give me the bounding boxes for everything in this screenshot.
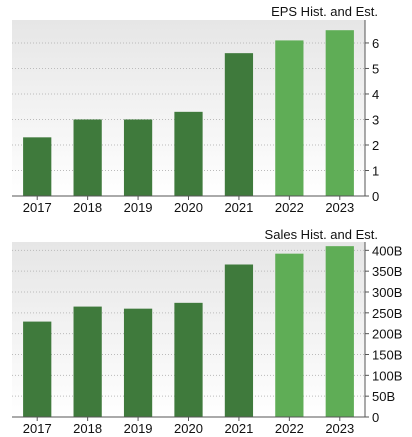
x-tick-label: 2021 bbox=[224, 200, 253, 215]
x-tick-label: 2017 bbox=[23, 421, 52, 436]
y-tick-label: 100B bbox=[372, 368, 402, 383]
y-tick-label: 4 bbox=[372, 87, 379, 102]
x-tick-label: 2018 bbox=[73, 200, 102, 215]
y-tick-label: 250B bbox=[372, 306, 402, 321]
eps-chart: EPS Hist. and Est. 0 1 2 3 4 5 6 2017 2018 2019 20… bbox=[0, 0, 412, 218]
y-tick-label: 3 bbox=[372, 112, 379, 127]
bar-2021 bbox=[224, 53, 254, 196]
y-tick-label: 0 bbox=[372, 189, 379, 204]
y-tick-label: 400B bbox=[372, 243, 402, 258]
x-tick-label: 2018 bbox=[73, 421, 102, 436]
x-tick-label: 2023 bbox=[325, 200, 354, 215]
y-tick-label: 2 bbox=[372, 138, 379, 153]
bar-2018 bbox=[73, 119, 102, 196]
bar-2017 bbox=[23, 321, 52, 417]
y-tick-label: 5 bbox=[372, 61, 379, 76]
bar-2023 bbox=[325, 246, 354, 417]
chart-title: Sales Hist. and Est. bbox=[264, 227, 378, 242]
y-tick-label: 300B bbox=[372, 285, 402, 300]
bar-2019 bbox=[123, 119, 153, 196]
chart-title: EPS Hist. and Est. bbox=[271, 4, 378, 19]
y-tick-label: 6 bbox=[372, 36, 379, 51]
bar-2017 bbox=[23, 137, 52, 196]
x-tick-label: 2022 bbox=[275, 200, 304, 215]
bar-2020 bbox=[174, 111, 203, 196]
bar-2019 bbox=[123, 308, 153, 417]
x-tick-label: 2023 bbox=[325, 421, 354, 436]
sales-chart: Sales Hist. and Est. 0 50B 100B 150B 200B 250… bbox=[0, 222, 412, 437]
x-tick-label: 2019 bbox=[124, 421, 153, 436]
bar-2020 bbox=[174, 302, 203, 417]
bar-2018 bbox=[73, 306, 102, 417]
y-tick-label: 350B bbox=[372, 264, 402, 279]
x-tick-label: 2021 bbox=[224, 421, 253, 436]
bar-2022 bbox=[275, 253, 304, 417]
y-tick-label: 150B bbox=[372, 348, 402, 363]
y-tick-label: 200B bbox=[372, 327, 402, 342]
bar-2023 bbox=[325, 30, 354, 197]
x-tick-label: 2020 bbox=[174, 200, 203, 215]
eps-chart-svg: 0 1 2 3 4 5 6 2017 2018 2019 2020 2021 2022 2023 bbox=[12, 20, 379, 215]
y-tick-label: 0 bbox=[372, 410, 379, 425]
bar-2022 bbox=[275, 40, 304, 197]
y-tick-label: 50B bbox=[372, 389, 395, 404]
sales-chart-svg: 0 50B 100B 150B 200B 250B 300B 350B 400B 2017 2018… bbox=[12, 242, 402, 436]
y-tick-label: 1 bbox=[372, 163, 379, 178]
bar-2021 bbox=[224, 264, 254, 417]
x-tick-label: 2017 bbox=[23, 200, 52, 215]
x-tick-label: 2019 bbox=[124, 200, 153, 215]
x-tick-label: 2020 bbox=[174, 421, 203, 436]
x-tick-label: 2022 bbox=[275, 421, 304, 436]
